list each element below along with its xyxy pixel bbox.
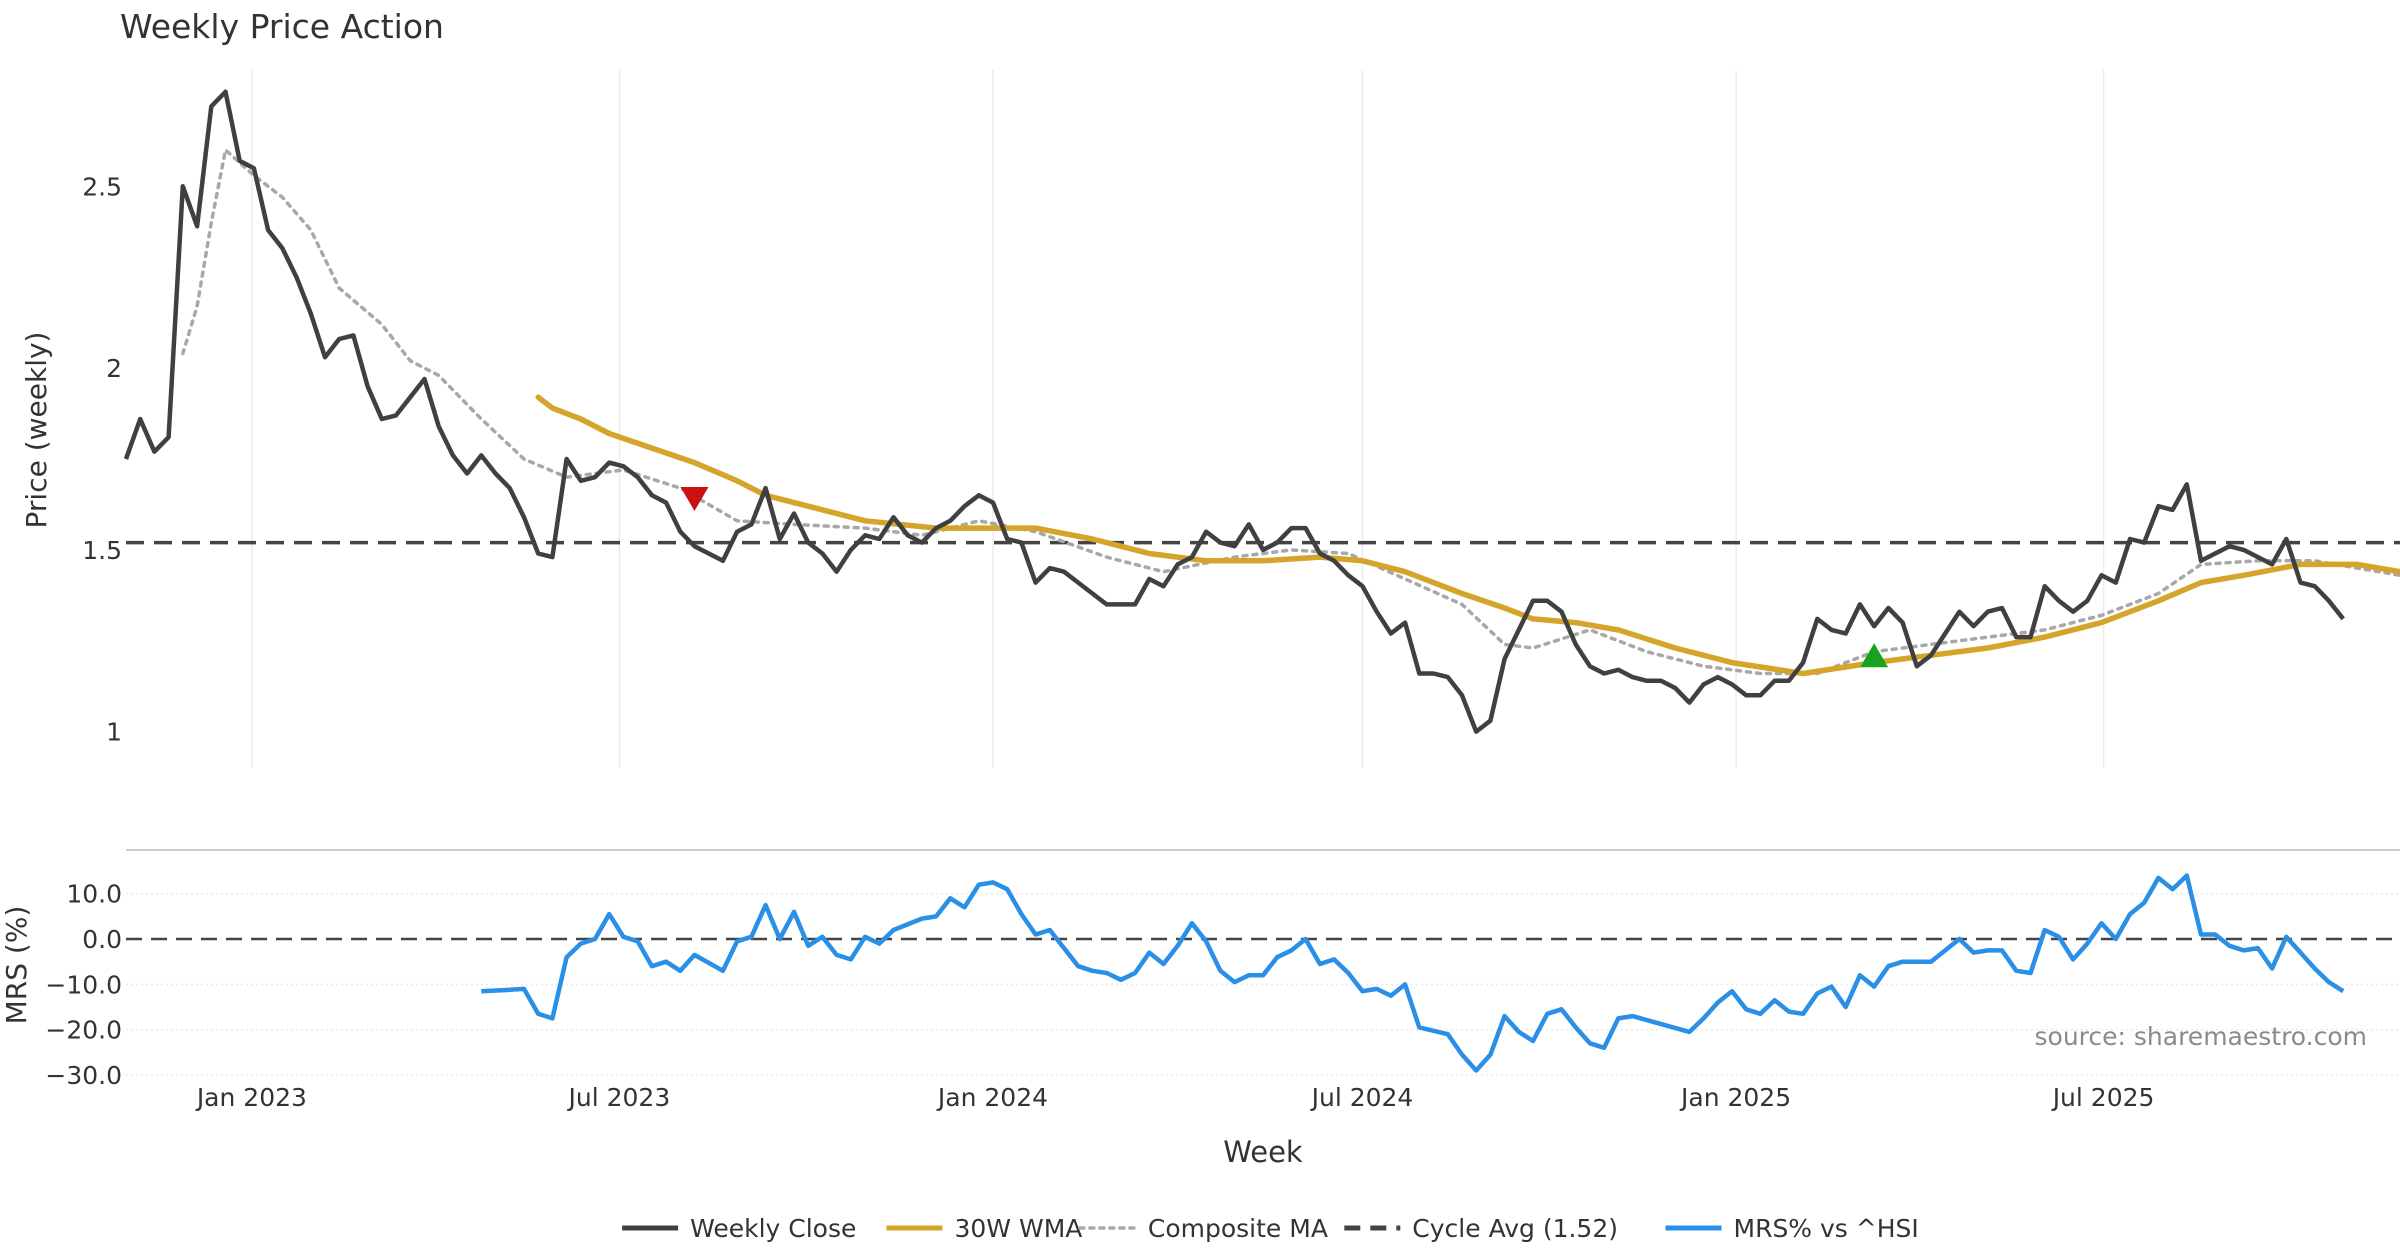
legend-item-weekly-close: Weekly Close <box>622 1214 856 1243</box>
series-30w-wma <box>535 394 2400 677</box>
price-y-tick-label: 2.5 <box>82 172 122 201</box>
mrs-gridlines <box>126 892 2400 1076</box>
mrs-y-tick-label: −20.0 <box>45 1016 122 1045</box>
x-tick-label: Jan 2025 <box>1679 1083 1791 1112</box>
legend-label: Composite MA <box>1148 1214 1328 1243</box>
mrs-y-tick-label: −10.0 <box>45 970 122 999</box>
legend-item-cycle-avg-1-52: Cycle Avg (1.52) <box>1344 1214 1618 1243</box>
buy-signal-marker <box>1860 643 1889 668</box>
price-y-tick-label: 1 <box>106 718 122 747</box>
price-series-group <box>123 89 2400 734</box>
price-panel: 1 1.5 2 2.5 Price (weekly) <box>20 70 2400 768</box>
signal-markers <box>680 486 1889 668</box>
x-tick-label: Jul 2024 <box>1310 1083 1414 1112</box>
series-weekly-close <box>123 89 2345 734</box>
legend-label: Cycle Avg (1.52) <box>1412 1214 1618 1243</box>
mrs-y-axis-label: MRS (%) <box>0 906 33 1025</box>
mrs-series-group <box>481 873 2345 1073</box>
legend-item-composite-ma: Composite MA <box>1078 1214 1328 1243</box>
sell-signal-marker <box>680 486 709 511</box>
legend-label: MRS% vs ^HSI <box>1734 1214 1919 1243</box>
legend-item-30w-wma: 30W WMA <box>886 1214 1083 1243</box>
x-tick-label: Jan 2023 <box>195 1083 307 1112</box>
x-tick-label: Jul 2025 <box>2051 1083 2155 1112</box>
price-gridlines <box>251 70 2105 768</box>
mrs-panel: −30.0 −20.0 −10.0 0.0 10.0 MRS (%) source: s… <box>0 873 2400 1090</box>
legend: Weekly Close 30W WMA Composite MA Cycle Avg… <box>622 1214 1919 1243</box>
x-axis-label: Week <box>1223 1135 1303 1169</box>
chart-title: Weekly Price Action <box>120 7 444 46</box>
x-tick-label: Jul 2023 <box>567 1083 671 1112</box>
mrs-y-tick-label: 0.0 <box>82 925 122 954</box>
mrs-y-tick-label: 10.0 <box>66 880 122 909</box>
price-y-tick-label: 2 <box>106 354 122 383</box>
legend-label: 30W WMA <box>955 1214 1083 1243</box>
series-mrs-vs-hsi <box>481 873 2345 1073</box>
x-tick-label: Jan 2024 <box>936 1083 1048 1112</box>
price-y-axis-label: Price (weekly) <box>20 332 53 529</box>
price-y-tick-label: 1.5 <box>82 536 122 565</box>
source-note: source: sharemaestro.com <box>2035 1022 2368 1051</box>
legend-item-mrs-vs-hsi: MRS% vs ^HSI <box>1665 1214 1919 1243</box>
series-composite-ma <box>181 146 2400 676</box>
legend-label: Weekly Close <box>690 1214 856 1243</box>
x-axis: Jan 2023 Jul 2023 Jan 2024 Jul 2024 Jan 2025… <box>195 1083 2155 1112</box>
mrs-y-tick-label: −30.0 <box>45 1061 122 1090</box>
price-y-axis: 1 1.5 2 2.5 <box>82 172 122 746</box>
mrs-y-axis: −30.0 −20.0 −10.0 0.0 10.0 <box>45 880 122 1090</box>
